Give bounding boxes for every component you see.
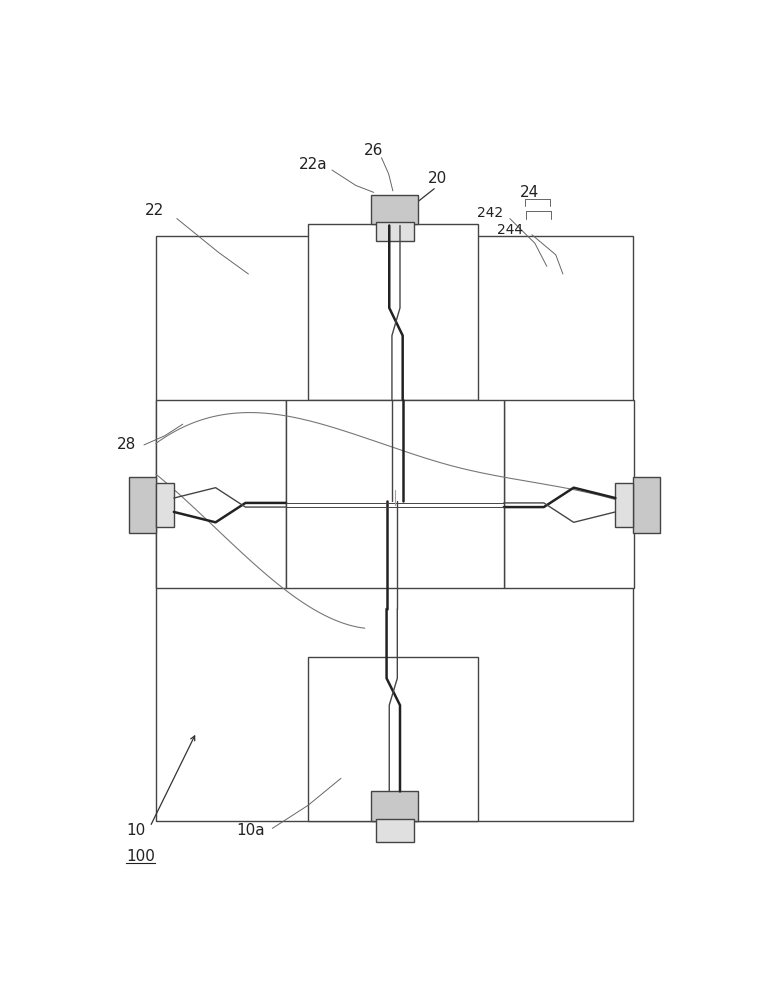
Bar — [371, 195, 418, 224]
Text: 22a: 22a — [299, 157, 328, 172]
Text: 100: 100 — [126, 849, 155, 864]
Bar — [376, 819, 413, 842]
Bar — [129, 477, 156, 533]
Text: 20: 20 — [427, 171, 447, 186]
Text: 10a: 10a — [236, 823, 265, 838]
Text: 28: 28 — [117, 437, 136, 452]
Bar — [615, 483, 633, 527]
Bar — [633, 477, 660, 533]
Bar — [286, 400, 504, 588]
Bar — [504, 400, 634, 588]
Text: 242: 242 — [477, 206, 503, 220]
Text: 244: 244 — [497, 223, 524, 237]
Bar — [308, 224, 478, 400]
Bar — [376, 222, 413, 241]
Text: 26: 26 — [363, 143, 383, 158]
Text: 10: 10 — [126, 823, 146, 838]
Text: 24: 24 — [520, 185, 539, 200]
Bar — [371, 791, 418, 821]
Bar — [156, 400, 286, 588]
Bar — [156, 235, 633, 821]
Bar — [308, 657, 478, 821]
Bar — [156, 483, 174, 527]
Text: 22: 22 — [146, 203, 165, 218]
